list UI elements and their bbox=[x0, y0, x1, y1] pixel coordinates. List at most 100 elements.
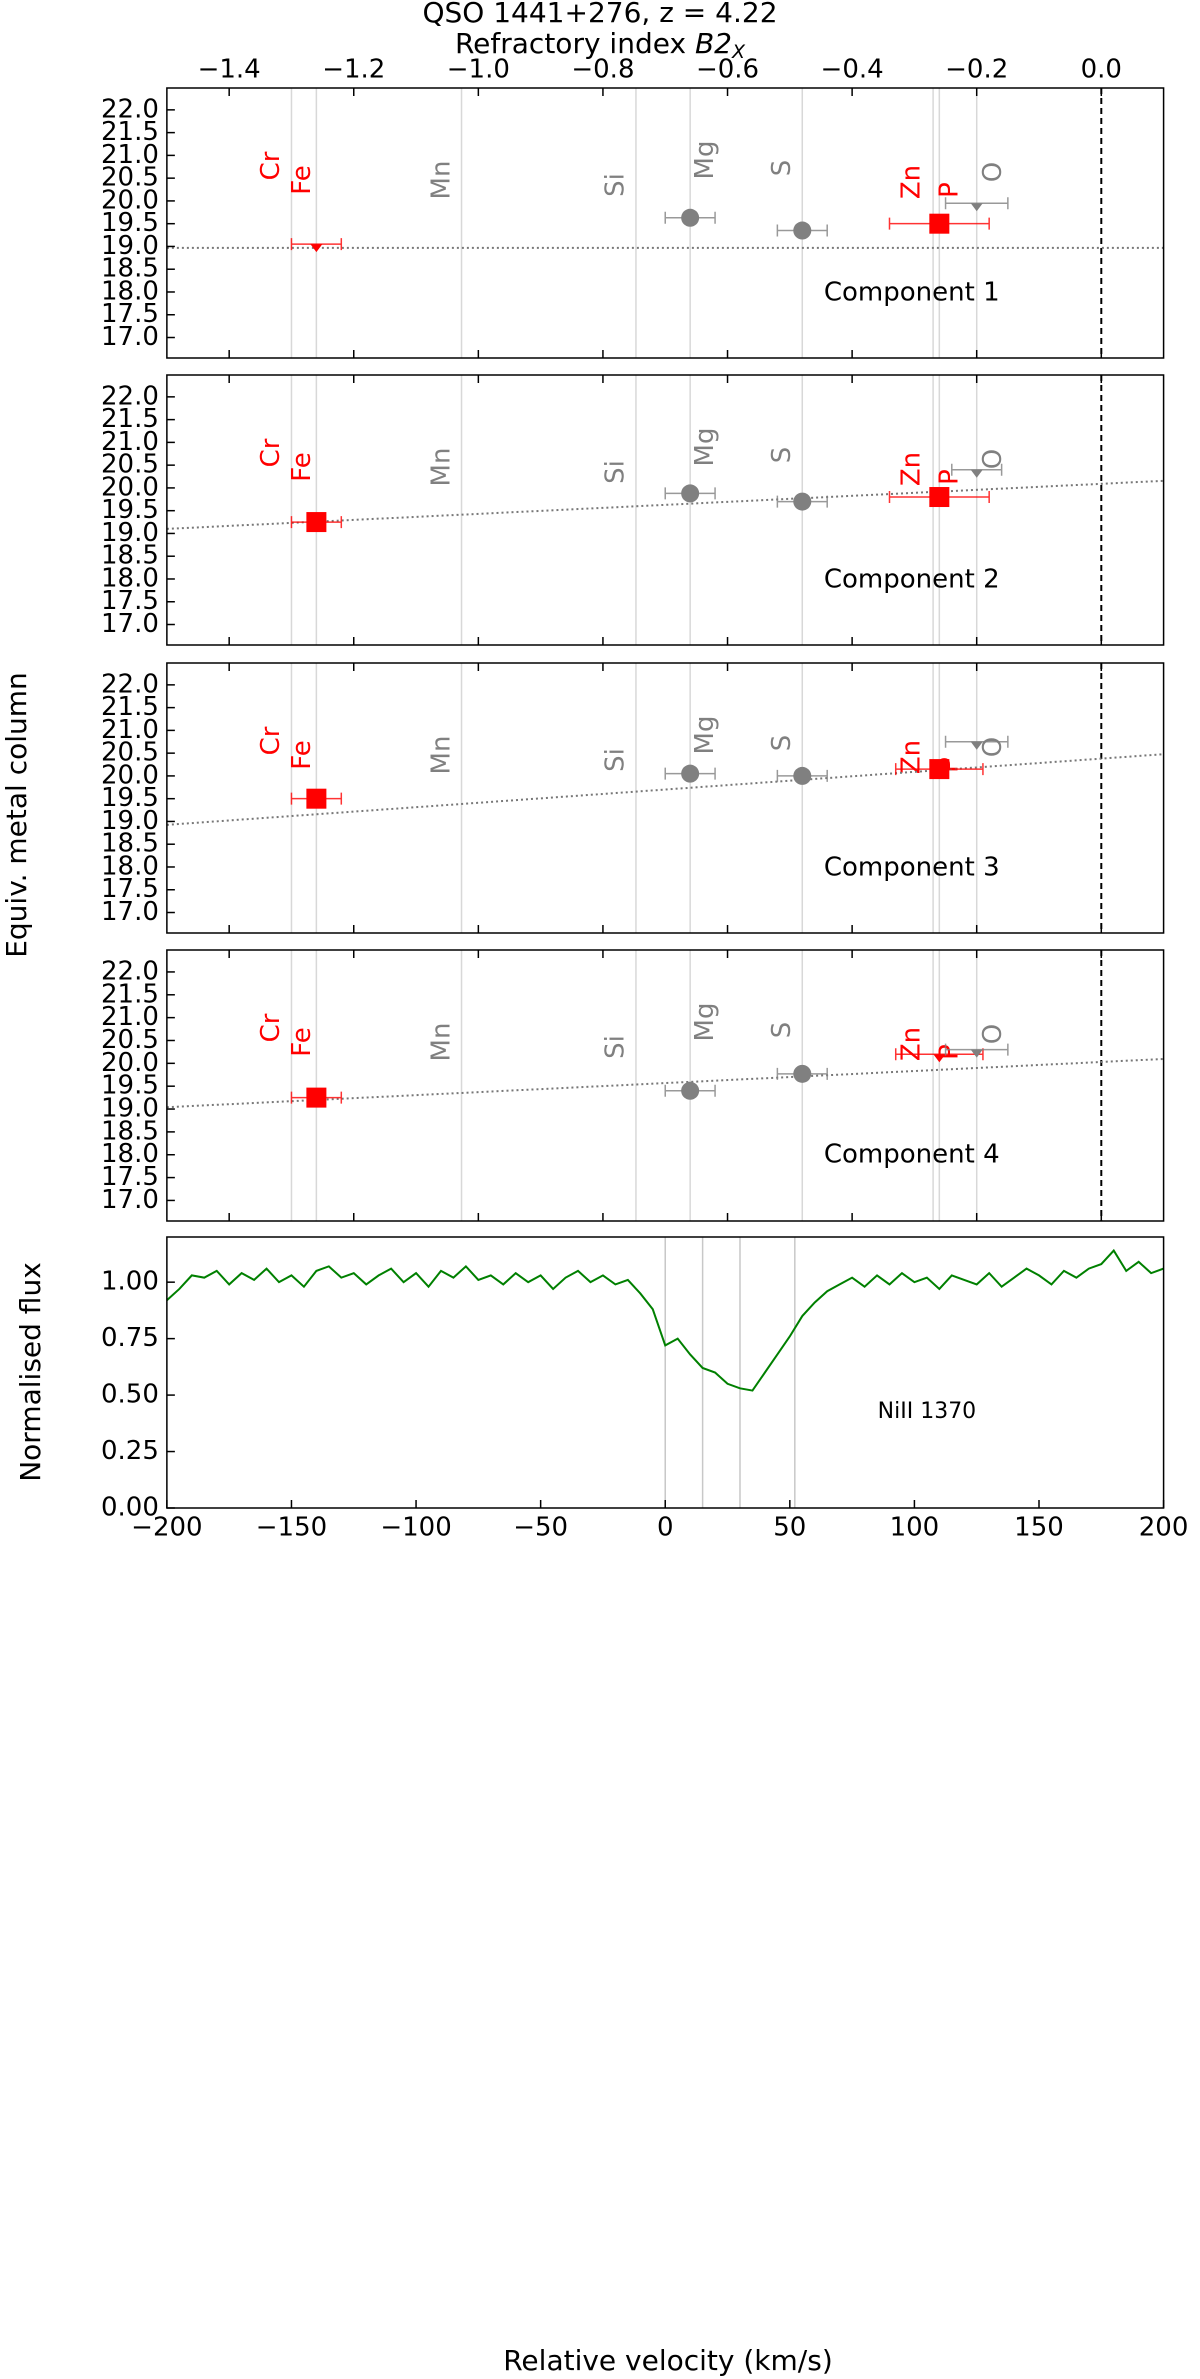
element-label: S bbox=[767, 447, 797, 464]
y-tick-label: 19.0 bbox=[101, 806, 159, 836]
y-tick-label: 22.0 bbox=[101, 94, 159, 124]
point bbox=[929, 759, 950, 780]
element-label: Fe bbox=[287, 740, 317, 770]
point bbox=[306, 512, 327, 533]
element-label: Cr bbox=[256, 1013, 286, 1042]
y-tick-label: 17.0 bbox=[101, 1185, 159, 1215]
y-tick-label: 22.0 bbox=[101, 956, 159, 986]
element-label: Zn bbox=[896, 165, 926, 199]
component-label: Component 2 bbox=[824, 565, 1000, 595]
y-tick-label: 21.5 bbox=[101, 117, 159, 147]
axis-label-text: Refractory index bbox=[455, 27, 686, 60]
y-tick-label: 17.0 bbox=[101, 609, 159, 639]
element-label: Fe bbox=[287, 452, 317, 482]
top-tick-label: −0.2 bbox=[945, 55, 1008, 85]
element-label: Mg bbox=[690, 141, 720, 180]
element-label: Si bbox=[601, 173, 631, 197]
error-bar bbox=[290, 238, 343, 251]
y-tick-label: 17.5 bbox=[101, 1162, 159, 1192]
element-label: Si bbox=[601, 1035, 631, 1059]
element-label: Si bbox=[601, 460, 631, 484]
upper-limit bbox=[970, 203, 983, 212]
y-tick-label: 0.25 bbox=[101, 1436, 159, 1466]
element-label: O bbox=[978, 162, 1008, 182]
top-tick-label: −0.6 bbox=[696, 55, 759, 85]
upper-limit bbox=[970, 1049, 983, 1058]
y-tick-label: 19.5 bbox=[101, 1071, 159, 1101]
point bbox=[929, 487, 950, 508]
y-tick-label: 19.5 bbox=[101, 783, 159, 813]
y-tick-label: 18.5 bbox=[101, 1116, 159, 1146]
y-tick-label: 21.0 bbox=[101, 1002, 159, 1032]
point bbox=[793, 492, 812, 511]
panel-frame bbox=[166, 949, 1165, 1222]
y-tick-label: 18.0 bbox=[101, 563, 159, 593]
x-tick-label: −100 bbox=[380, 1513, 451, 1543]
element-label: Mn bbox=[426, 736, 456, 775]
panel-frame bbox=[166, 87, 1165, 359]
x-tick-label: −50 bbox=[513, 1513, 568, 1543]
y-tick-label: 19.0 bbox=[101, 1094, 159, 1124]
y-axis-label: Equiv. metal column bbox=[0, 672, 33, 958]
y-tick-label: 19.0 bbox=[101, 231, 159, 261]
top-tick-label: 0.0 bbox=[1081, 55, 1122, 85]
y-tick-label: 18.5 bbox=[101, 254, 159, 284]
element-label: S bbox=[767, 160, 797, 177]
y-tick-label: 19.5 bbox=[101, 495, 159, 525]
y-tick-label: 20.5 bbox=[101, 450, 159, 480]
point bbox=[306, 1087, 327, 1108]
point bbox=[306, 788, 327, 809]
point bbox=[793, 221, 812, 240]
y-tick-label: 20.5 bbox=[101, 1025, 159, 1055]
y-tick-label: 19.0 bbox=[101, 518, 159, 548]
element-label: Mg bbox=[690, 428, 720, 467]
y-tick-label: 20.5 bbox=[101, 738, 159, 768]
top-tick-label: −1.4 bbox=[198, 55, 261, 85]
y-tick-label: 17.5 bbox=[101, 586, 159, 616]
panel-frame bbox=[166, 1236, 1165, 1509]
x-tick-label: 200 bbox=[1139, 1513, 1189, 1543]
y-tick-label: 0.75 bbox=[101, 1323, 159, 1353]
top-tick-label: −0.4 bbox=[821, 55, 884, 85]
element-label: Mn bbox=[426, 161, 456, 200]
x-tick-label: 150 bbox=[1014, 1513, 1064, 1543]
fit-line bbox=[166, 753, 1164, 826]
y-tick-label: 21.5 bbox=[101, 404, 159, 434]
y-tick-label: 17.5 bbox=[101, 299, 159, 329]
y-tick-label: 21.0 bbox=[101, 427, 159, 457]
figure-title: QSO 1441+276, z = 4.22 bbox=[422, 0, 777, 29]
element-label: P bbox=[934, 469, 964, 485]
element-label: O bbox=[978, 1024, 1008, 1044]
x-tick-label: −200 bbox=[131, 1513, 202, 1543]
y-tick-label: 18.0 bbox=[101, 851, 159, 881]
y-tick-label: 17.0 bbox=[101, 322, 159, 352]
element-label: Cr bbox=[256, 151, 286, 180]
y-tick-label: 18.5 bbox=[101, 829, 159, 859]
x-tick-label: 100 bbox=[890, 1513, 940, 1543]
y-tick-label: 22.0 bbox=[101, 381, 159, 411]
y-tick-label: 1.00 bbox=[101, 1267, 159, 1297]
point bbox=[681, 1081, 700, 1100]
element-label: Cr bbox=[256, 438, 286, 467]
point bbox=[681, 208, 700, 227]
element-label: Zn bbox=[896, 452, 926, 486]
y-tick-label: 19.5 bbox=[101, 208, 159, 238]
point bbox=[681, 764, 700, 783]
y-tick-label: 20.0 bbox=[101, 185, 159, 215]
y-tick-label: 20.0 bbox=[101, 472, 159, 502]
element-label: Mn bbox=[426, 1023, 456, 1062]
point bbox=[793, 1064, 812, 1083]
point bbox=[793, 766, 812, 785]
element-label: Cr bbox=[256, 726, 286, 755]
element-label: Zn bbox=[896, 1027, 926, 1061]
x-tick-label: 50 bbox=[773, 1513, 806, 1543]
upper-limit bbox=[310, 244, 323, 253]
upper-limit bbox=[970, 741, 983, 750]
fit-line bbox=[166, 479, 1164, 530]
panel-frame bbox=[166, 662, 1165, 934]
